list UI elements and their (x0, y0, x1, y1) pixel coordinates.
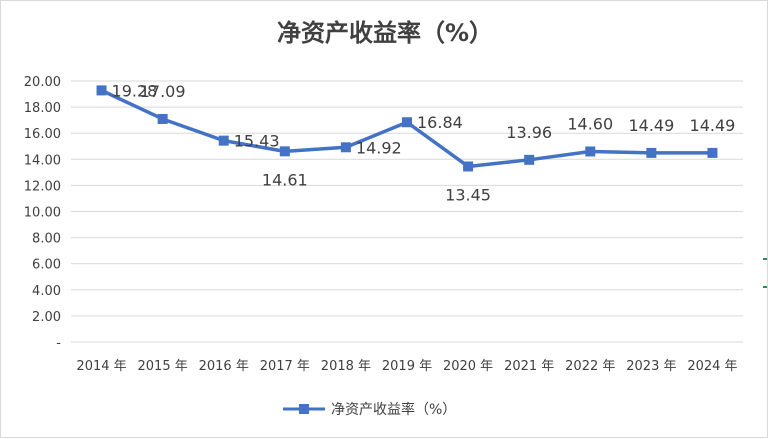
data-point-marker (96, 85, 107, 96)
data-label: 19.28 (112, 81, 158, 100)
chart-title: 净资产收益率（%） (277, 19, 493, 47)
y-tick-label: 20.00 (24, 75, 61, 90)
y-tick-label: 10.00 (24, 206, 61, 221)
y-tick-label: 8.00 (32, 232, 61, 247)
data-label: 17.09 (140, 82, 186, 101)
data-label: 13.96 (506, 123, 552, 142)
data-point-marker (463, 161, 474, 172)
series-line (100, 88, 713, 169)
legend-entry: 净资产收益率（%） (331, 401, 456, 418)
x-tick-label: 2016 年 (199, 359, 249, 374)
data-point-marker (279, 146, 290, 157)
legend-marker-icon (299, 404, 309, 414)
data-label: 14.60 (567, 114, 613, 133)
data-point-marker (340, 142, 351, 153)
y-tick-label: 4.00 (32, 284, 61, 299)
x-tick-label: 2023 年 (626, 359, 676, 374)
data-label: 14.49 (628, 116, 674, 135)
data-point-marker (707, 147, 718, 158)
x-tick-label: 2015 年 (138, 359, 188, 374)
x-tick-label: 2018 年 (321, 359, 371, 374)
data-point-marker (218, 135, 229, 146)
data-label: 14.61 (262, 170, 308, 189)
x-tick-label: 2020 年 (443, 359, 493, 374)
y-tick-label: 14.00 (24, 153, 61, 168)
y-axis-ticks: - 2.00 4.00 6.00 8.00 10.00 12.00 14.00 16.00 18.… (24, 75, 62, 351)
x-tick-label: 2019 年 (382, 359, 432, 374)
y-tick-label: 16.00 (24, 127, 61, 142)
data-point-marker (402, 117, 412, 128)
y-tick-label: 18.00 (24, 101, 61, 116)
data-point-marker (585, 146, 596, 157)
data-point-marker (157, 113, 168, 124)
gridlines (71, 80, 743, 343)
data-label: 14.49 (690, 116, 736, 135)
y-tick-label: - (56, 336, 61, 351)
decorative-dash (763, 286, 767, 288)
decorative-dash (763, 258, 767, 260)
data-point-marker (524, 154, 535, 165)
legend: 净资产收益率（%） (283, 401, 456, 418)
x-tick-label: 2017 年 (260, 359, 310, 374)
data-label: 14.92 (356, 138, 402, 157)
y-tick-label: 6.00 (32, 258, 61, 273)
x-tick-label: 2024 年 (687, 359, 737, 374)
y-tick-label: 2.00 (32, 310, 61, 325)
x-axis-ticks: 2014 年 2015 年 2016 年 2017 年 2018 年 2019 年 2020… (76, 359, 737, 374)
data-label: 13.45 (445, 185, 491, 204)
x-tick-label: 2022 年 (565, 359, 615, 374)
data-label: 16.84 (417, 113, 463, 132)
y-tick-label: 12.00 (24, 179, 61, 194)
x-tick-label: 2021 年 (504, 359, 554, 374)
data-point-marker (646, 147, 657, 158)
series-layer (96, 85, 718, 172)
x-tick-label: 2014 年 (76, 359, 126, 374)
data-label: 15.43 (234, 132, 280, 151)
